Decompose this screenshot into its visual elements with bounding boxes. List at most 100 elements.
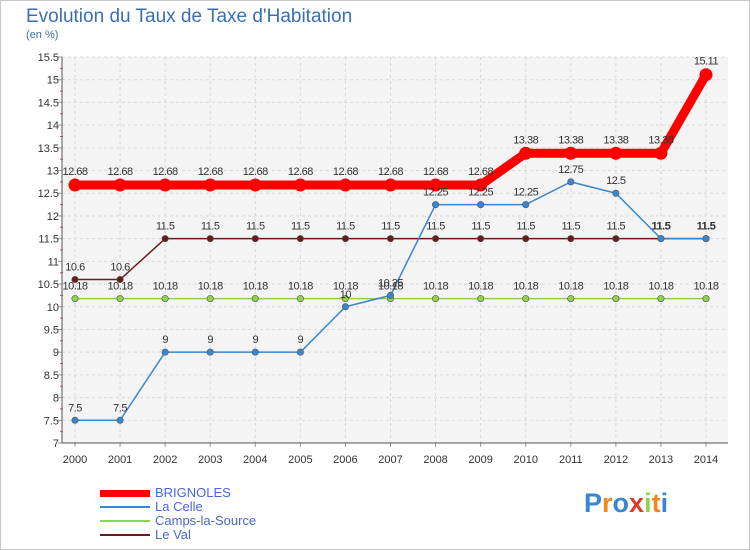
data-point [564,146,578,160]
plot-area [62,57,728,443]
data-label: 9 [162,334,168,346]
data-label: 12.25 [468,187,493,199]
data-label: 12.5 [606,175,626,187]
data-point [113,178,127,192]
legend-item-le-val: Le Val [100,527,340,542]
data-label: 13.38 [558,134,583,146]
logo-letter: r [602,488,613,518]
data-point [203,178,217,192]
data-point [702,235,710,243]
legend: BRIGNOLES La Celle Camps-la-Source Le Va… [100,485,340,542]
x-tick-label: 2000 [63,454,87,466]
data-label: 12.68 [468,166,493,178]
logo-letter: i [660,488,669,518]
x-tick-label: 2001 [108,454,132,466]
data-label: 11.5 [607,221,626,233]
data-point [567,235,575,243]
data-point [612,235,620,243]
data-point [158,178,172,192]
data-label: 11.5 [156,221,175,233]
data-point [293,178,307,192]
data-point [654,146,668,160]
data-point [567,295,575,303]
data-point [251,348,259,356]
legend-label: Camps-la-Source [155,513,257,528]
data-label: 10.18 [423,281,448,293]
logo-letter: t [651,488,661,518]
legend-swatch-camps-la-source [100,520,150,522]
y-tick-label: 11 [48,256,59,268]
data-point [71,295,79,303]
data-point [206,348,214,356]
x-tick-label: 2002 [153,454,177,466]
data-label: 15.11 [694,56,719,68]
data-label: 12.25 [513,187,538,199]
data-label: 12.68 [108,166,133,178]
proxiti-logo: Proxiti [584,488,668,519]
data-label: 10.18 [603,281,628,293]
data-label: 13.38 [513,134,538,146]
data-point [68,178,82,192]
legend-label: Le Val [155,527,191,542]
data-label: 12.68 [378,166,403,178]
data-label: 11.5 [291,221,310,233]
chart-title: Evolution du Taux de Taxe d'Habitation [26,6,353,27]
x-tick-label: 2008 [423,454,447,466]
data-label: 12.25 [423,187,448,199]
x-tick-label: 2009 [468,454,492,466]
data-label: 11.5 [652,221,671,233]
y-tick-label: 8.5 [44,370,59,382]
y-tick-label: 9 [53,347,59,359]
data-label: 12.68 [288,166,313,178]
data-label: 13.38 [648,134,673,146]
x-tick-label: 2014 [694,454,718,466]
data-point [251,295,259,303]
data-label: 11.5 [381,221,400,233]
x-tick-label: 2013 [649,454,673,466]
data-label: 10.18 [468,281,493,293]
data-point [161,235,169,243]
data-point [522,201,530,209]
data-label: 11.5 [516,221,535,233]
data-point [519,146,533,160]
data-point [657,235,665,243]
data-label: 10.18 [62,281,87,293]
data-label: 13.38 [603,134,628,146]
x-tick-label: 2011 [559,454,583,466]
data-point [341,295,349,303]
y-tick-label: 13 [47,166,59,178]
y-tick-label: 8 [53,393,59,405]
data-point [116,416,124,424]
data-label: 11.5 [201,221,220,233]
data-label: 7.5 [113,402,127,414]
data-point [477,201,485,209]
data-label: 10.18 [558,281,583,293]
logo-letter: i [644,488,652,518]
data-label: 12.68 [333,166,358,178]
data-label: 10.18 [288,281,313,293]
data-point [699,68,713,82]
data-label: 10.18 [198,281,223,293]
data-point [116,295,124,303]
data-label: 12.75 [558,164,583,176]
data-label: 11.5 [697,221,716,233]
data-point [386,291,394,299]
legend-swatch-le-val [100,534,150,536]
data-point [612,295,620,303]
y-tick-label: 15.5 [38,52,59,64]
logo-letter: P [584,488,603,518]
data-label: 11.5 [697,221,716,233]
x-tick-label: 2004 [243,454,267,466]
data-point [522,295,530,303]
data-point [341,303,349,311]
y-tick-label: 12 [47,211,59,223]
data-point [296,235,304,243]
legend-item-camps-la-source: Camps-la-Source [100,513,340,528]
y-tick-label: 7.5 [44,415,59,427]
legend-swatch-brignoles [100,490,150,497]
data-point [477,235,485,243]
y-tick-label: 13.5 [38,143,59,155]
data-point [474,178,488,192]
x-tick-label: 2007 [378,454,402,466]
